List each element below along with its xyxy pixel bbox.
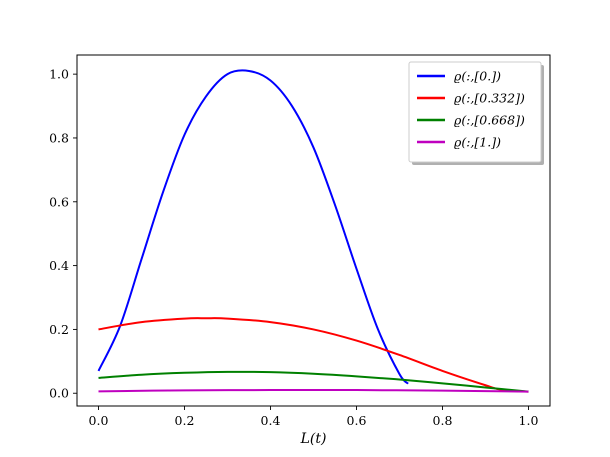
series-line-1 (98, 317, 529, 393)
legend-label-1: ϱ(:,[0.332]) (454, 91, 525, 106)
x-axis-label: L(t) (300, 431, 327, 447)
series-line-2 (98, 370, 529, 393)
legend: ϱ(:,[0.]) ϱ(:,[0.332]) ϱ(:,[0.668]) ϱ(:,[1.… (408, 61, 544, 165)
x-tick-label: 0.0 (89, 413, 109, 428)
y-tick-label: 0.0 (49, 386, 69, 401)
legend-label-3: ϱ(:,[1.]) (454, 135, 501, 150)
y-tick-label: 0.6 (49, 194, 69, 209)
series-line-3 (98, 388, 529, 393)
legend-label-2: ϱ(:,[0.668]) (454, 113, 525, 128)
x-axis: 0.0 0.2 0.4 0.6 0.8 1.0 (89, 406, 539, 428)
x-tick-label: 0.8 (433, 413, 453, 428)
legend-box (408, 61, 542, 163)
y-tick-label: 0.2 (49, 322, 69, 337)
series-layer (97, 69, 529, 393)
y-tick-label: 0.8 (49, 130, 69, 145)
y-axis: 0.0 0.2 0.4 0.6 0.8 1.0 (49, 67, 77, 401)
y-tick-label: 0.4 (49, 258, 69, 273)
x-tick-label: 0.4 (261, 413, 281, 428)
x-tick-label: 1.0 (519, 413, 539, 428)
y-tick-label: 1.0 (49, 67, 69, 82)
legend-label-0: ϱ(:,[0.]) (454, 69, 501, 84)
series-line-0 (97, 69, 409, 385)
x-tick-label: 0.6 (347, 413, 367, 428)
x-tick-label: 0.2 (175, 413, 195, 428)
